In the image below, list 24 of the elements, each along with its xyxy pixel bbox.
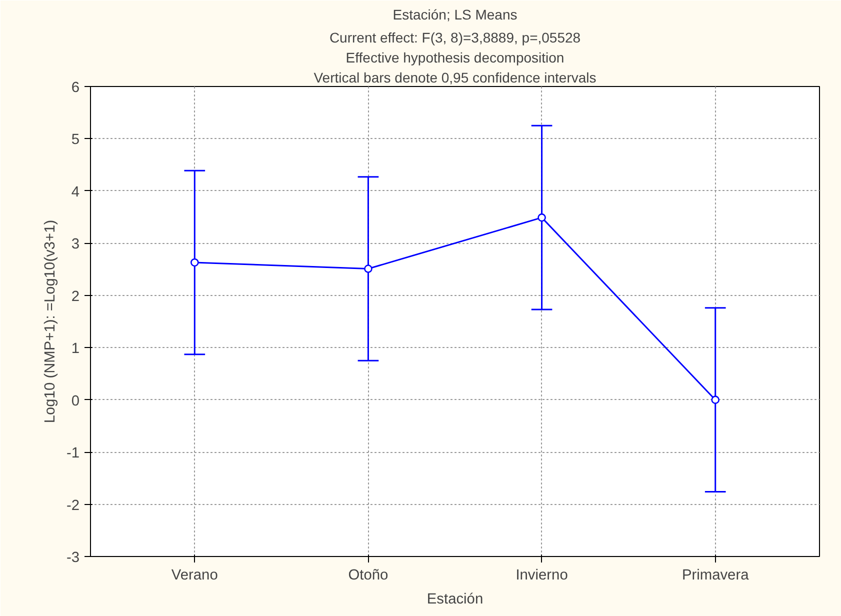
text: Vertical bars denote 0,95 confidence intervals (314, 70, 596, 86)
chart-title: Estación; LS Means (392, 6, 518, 22)
y-tick-label: 1 (71, 341, 80, 358)
y-tick-label: -3 (66, 550, 80, 566)
y-axis-title: Log10 (NMP+1): =Log10(v3+1) (42, 220, 58, 424)
y-tick-label: 6 (71, 80, 80, 96)
x-tick-label: Verano (171, 568, 218, 584)
y-tick-label: 5 (71, 132, 80, 148)
y-tick-label: 3 (71, 236, 80, 253)
y-tick-label: 4 (71, 184, 80, 200)
text: Effective hypothesis decomposition (346, 50, 564, 66)
x-tick-label: Invierno (516, 568, 568, 584)
x-axis-title: Estación (426, 592, 484, 608)
y-tick-label: -1 (66, 446, 80, 462)
x-tick-label: Otoño (348, 568, 388, 584)
point (364, 264, 372, 273)
y-tick-label: 0 (71, 393, 80, 410)
x-tick-label: Primavera (682, 568, 750, 584)
point (711, 396, 720, 404)
point (538, 213, 546, 222)
y-tick-label: -2 (66, 498, 80, 514)
chart-subtitle: Current effect: F(3, 8)=3,8889, p=,05528 (329, 30, 581, 46)
point (190, 258, 199, 267)
y-tick-label: 2 (71, 288, 80, 305)
